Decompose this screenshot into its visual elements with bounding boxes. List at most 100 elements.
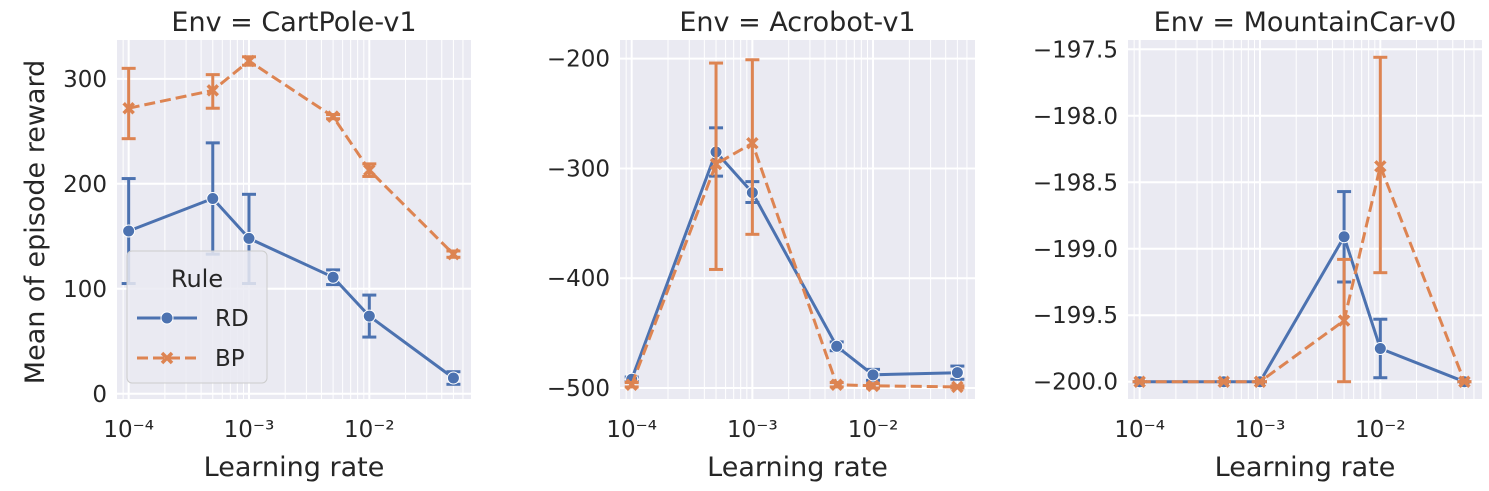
data-point xyxy=(866,368,880,382)
y-tick-label: 200 xyxy=(63,172,107,198)
y-tick-label: −200 xyxy=(547,47,610,73)
marker-stroke xyxy=(363,163,376,177)
x-tick-label: 10⁻² xyxy=(848,417,899,443)
series-line xyxy=(630,149,958,380)
data-point xyxy=(362,309,376,323)
data-point xyxy=(866,379,880,393)
data-point xyxy=(326,110,340,123)
panel-title: Env = Acrobot-v1 xyxy=(679,7,915,38)
marker-stroke xyxy=(866,379,880,393)
data-point xyxy=(1374,160,1387,173)
data-point xyxy=(326,270,340,284)
data-point xyxy=(1217,375,1231,388)
x-axis-label: Learning rate xyxy=(204,452,385,483)
data-point xyxy=(122,101,135,115)
y-tick-label: −300 xyxy=(547,156,610,182)
data-point xyxy=(830,378,843,391)
data-point xyxy=(1337,314,1351,327)
series-line xyxy=(128,196,455,380)
marker-stroke xyxy=(122,101,135,115)
marker-stroke xyxy=(206,84,220,97)
data-point xyxy=(1373,341,1387,355)
y-tick-label: 0 xyxy=(92,382,107,408)
data-point xyxy=(1458,375,1471,388)
y-axis-label: Mean of episode reward xyxy=(20,60,51,384)
x-axis-label: Learning rate xyxy=(1215,452,1396,483)
marker-stroke xyxy=(746,136,759,150)
series-BP xyxy=(1132,55,1472,388)
x-tick-label: 10⁻² xyxy=(344,417,395,443)
y-tick-label: 100 xyxy=(63,277,107,303)
y-tick-label: −199.5 xyxy=(1033,303,1118,329)
panels: 10⁻⁴ 10⁻³ 10⁻² 0 100 200 300 Env = CartPole-v1 L… xyxy=(63,7,1482,483)
data-point xyxy=(447,247,460,261)
marker-stroke xyxy=(1253,375,1267,388)
plot-background xyxy=(620,40,975,399)
x-tick-label: 10⁻³ xyxy=(727,417,778,443)
x-tick-label: 10⁻³ xyxy=(1235,417,1286,443)
marker-stroke xyxy=(709,157,723,171)
y-tick-label: −400 xyxy=(547,266,610,292)
marker-stroke xyxy=(1337,314,1351,327)
data-point xyxy=(1337,230,1351,244)
plot-background xyxy=(1128,40,1482,399)
data-point xyxy=(746,136,759,150)
panel-title: Env = MountainCar-v0 xyxy=(1154,7,1457,38)
y-tick-label: −198.5 xyxy=(1033,170,1118,196)
marker-stroke xyxy=(625,378,638,391)
data-point xyxy=(1253,375,1267,388)
series-BP xyxy=(624,58,965,394)
legend-label: BP xyxy=(215,346,245,372)
series-line xyxy=(630,140,958,389)
data-point xyxy=(709,157,723,171)
x-tick-label: 10⁻⁴ xyxy=(103,417,154,443)
y-tick-label: −200.0 xyxy=(1033,370,1118,396)
x-tick-label: 10⁻⁴ xyxy=(606,417,657,443)
marker-stroke xyxy=(326,110,340,123)
data-point xyxy=(206,84,220,97)
data-point xyxy=(446,371,460,385)
legend: Rule RD BP xyxy=(126,250,268,384)
data-point xyxy=(122,224,136,238)
marker-stroke xyxy=(1458,375,1471,388)
data-point xyxy=(951,380,964,394)
marker-stroke xyxy=(951,380,964,394)
x-tick-label: 10⁻³ xyxy=(224,417,275,443)
legend-marker xyxy=(160,311,174,325)
x-tick-label: 10⁻² xyxy=(1355,417,1406,443)
y-tick-label: −199.0 xyxy=(1033,237,1118,263)
legend-marker xyxy=(160,351,174,365)
y-tick-label: −198.0 xyxy=(1033,104,1118,130)
legend-entry-RD: RD xyxy=(137,306,249,332)
series-BP xyxy=(121,54,461,261)
series-line xyxy=(1139,161,1466,384)
panel-title: Env = CartPole-v1 xyxy=(171,7,416,38)
marker-stroke xyxy=(1133,375,1146,388)
marker-stroke xyxy=(1217,375,1231,388)
panel-1: 10⁻⁴ 10⁻³ 10⁻² −500 −400 −300 −200 Env = Acrobo… xyxy=(547,7,975,483)
data-point xyxy=(363,163,376,177)
marker-stroke xyxy=(830,378,843,391)
y-tick-label: −197.5 xyxy=(1033,37,1118,63)
x-axis-label: Learning rate xyxy=(707,452,888,483)
marker-stroke xyxy=(447,247,460,261)
data-point xyxy=(242,54,256,68)
data-point xyxy=(625,378,638,391)
legend-title: Rule xyxy=(171,265,223,293)
data-point xyxy=(830,339,844,353)
x-tick-label: 10⁻⁴ xyxy=(1114,417,1165,443)
series-line xyxy=(128,59,455,256)
legend-entry-BP: BP xyxy=(137,346,245,372)
data-point xyxy=(950,366,964,380)
data-point xyxy=(1133,375,1146,388)
y-tick-label: −500 xyxy=(547,376,610,402)
data-point xyxy=(242,231,256,245)
legend-label: RD xyxy=(215,306,249,332)
data-point xyxy=(206,192,220,206)
marker-stroke xyxy=(242,54,256,68)
panel-0: 10⁻⁴ 10⁻³ 10⁻² 0 100 200 300 Env = CartPole-v1 L… xyxy=(63,7,471,483)
panel-2: 10⁻⁴ 10⁻³ 10⁻² −200.0 −199.5 −199.0 −198.5 −198… xyxy=(1033,7,1482,483)
y-tick-label: 300 xyxy=(63,67,107,93)
marker-stroke xyxy=(1374,160,1387,173)
